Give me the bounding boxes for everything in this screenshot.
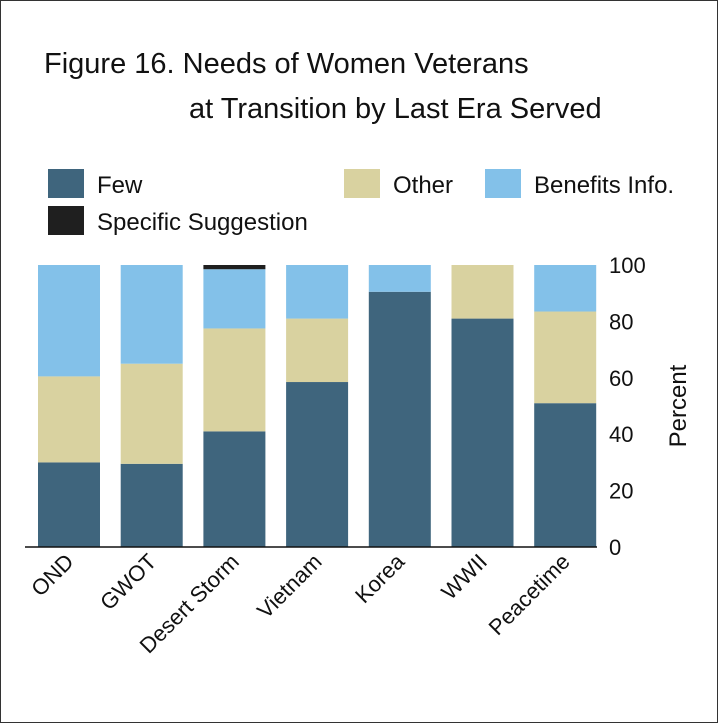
bars bbox=[38, 265, 597, 547]
x-tick-label-wwii: WWII bbox=[436, 549, 492, 605]
legend-label-benefits-info: Benefits Info. bbox=[534, 172, 674, 199]
bar-desert-storm-few bbox=[203, 431, 266, 547]
x-tick-label-korea: Korea bbox=[350, 548, 410, 608]
legend-swatch-benefits-info bbox=[485, 169, 521, 198]
bar-vietnam-other bbox=[286, 318, 349, 383]
y-tick-label-100: 100 bbox=[609, 253, 646, 278]
x-tick-label-vietnam: Vietnam bbox=[252, 549, 326, 623]
bar-desert-storm-benefits-info bbox=[203, 269, 266, 329]
y-tick-label-60: 60 bbox=[609, 366, 633, 391]
bar-vietnam-few bbox=[286, 382, 349, 547]
legend-swatch-specific-suggestion bbox=[48, 206, 84, 235]
bar-peacetime-few bbox=[534, 403, 597, 547]
legend-swatch-few bbox=[48, 169, 84, 198]
legend: Few Other Benefits Info. Specific Suggestio… bbox=[48, 169, 674, 236]
y-tick-label-0: 0 bbox=[609, 535, 621, 560]
bar-ond-benefits-info bbox=[38, 265, 100, 377]
bar-wwii-few bbox=[451, 318, 514, 547]
legend-label-specific-suggestion: Specific Suggestion bbox=[97, 209, 308, 236]
bar-desert-storm-other bbox=[203, 328, 266, 432]
bar-gwot-benefits-info bbox=[120, 265, 183, 364]
x-tick-label-ond: OND bbox=[26, 549, 78, 601]
x-tick-label-peacetime: Peacetime bbox=[484, 549, 575, 640]
bar-peacetime-benefits-info bbox=[534, 265, 597, 312]
bar-peacetime-other bbox=[534, 311, 597, 404]
x-tick-label-gwot: GWOT bbox=[95, 549, 161, 615]
chart-title: Figure 16. Needs of Women Veterans at Tr… bbox=[44, 48, 602, 125]
legend-label-other: Other bbox=[393, 172, 453, 199]
bar-gwot-few bbox=[120, 463, 183, 547]
bar-korea-few bbox=[368, 291, 431, 547]
y-axis-title: Percent bbox=[665, 364, 692, 447]
y-tick-label-80: 80 bbox=[609, 309, 633, 334]
bar-korea-benefits-info bbox=[368, 265, 431, 292]
legend-swatch-other bbox=[344, 169, 380, 198]
chart-title-line-2: at Transition by Last Era Served bbox=[189, 93, 602, 125]
bar-ond-other bbox=[38, 376, 100, 463]
y-tick-label-20: 20 bbox=[609, 479, 633, 504]
bar-wwii-other bbox=[451, 265, 514, 319]
bar-gwot-other bbox=[120, 363, 183, 464]
bar-desert-storm-specific-suggestion bbox=[203, 265, 266, 270]
y-tick-label-40: 40 bbox=[609, 422, 633, 447]
chart-title-line-1: Figure 16. Needs of Women Veterans bbox=[44, 48, 529, 80]
bar-ond-few bbox=[38, 462, 100, 547]
bar-vietnam-benefits-info bbox=[286, 265, 349, 319]
legend-label-few: Few bbox=[97, 172, 143, 199]
